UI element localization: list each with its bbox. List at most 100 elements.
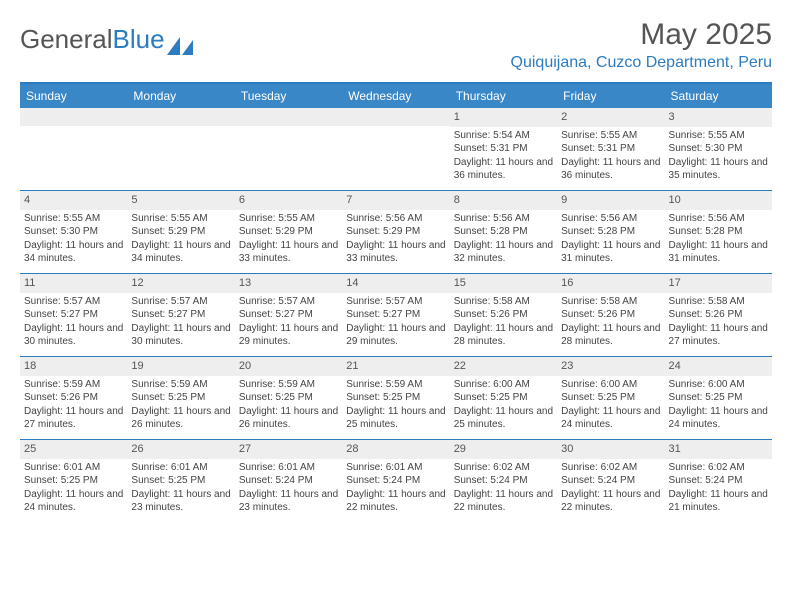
sunrise-text: Sunrise: 5:58 AM: [454, 295, 553, 309]
week-row: 4Sunrise: 5:55 AMSunset: 5:30 PMDaylight…: [20, 190, 772, 273]
day-details: Sunrise: 5:57 AMSunset: 5:27 PMDaylight:…: [235, 293, 342, 353]
day-number: [127, 108, 234, 126]
day-cell: 16Sunrise: 5:58 AMSunset: 5:26 PMDayligh…: [557, 274, 664, 356]
day-cell: 22Sunrise: 6:00 AMSunset: 5:25 PMDayligh…: [450, 357, 557, 439]
daylight-text: Daylight: 11 hours and 24 minutes.: [561, 405, 660, 432]
day-number: 3: [665, 108, 772, 127]
day-number: 19: [127, 357, 234, 376]
day-cell: 20Sunrise: 5:59 AMSunset: 5:25 PMDayligh…: [235, 357, 342, 439]
sunset-text: Sunset: 5:24 PM: [669, 474, 768, 488]
day-cell: 3Sunrise: 5:55 AMSunset: 5:30 PMDaylight…: [665, 108, 772, 190]
sunrise-text: Sunrise: 5:55 AM: [669, 129, 768, 143]
sunset-text: Sunset: 5:26 PM: [24, 391, 123, 405]
day-details: Sunrise: 5:59 AMSunset: 5:25 PMDaylight:…: [127, 376, 234, 436]
day-cell: 10Sunrise: 5:56 AMSunset: 5:28 PMDayligh…: [665, 191, 772, 273]
day-details: Sunrise: 6:00 AMSunset: 5:25 PMDaylight:…: [450, 376, 557, 436]
sunrise-text: Sunrise: 5:55 AM: [561, 129, 660, 143]
day-number: 29: [450, 440, 557, 459]
sunset-text: Sunset: 5:26 PM: [561, 308, 660, 322]
day-details: Sunrise: 5:59 AMSunset: 5:25 PMDaylight:…: [342, 376, 449, 436]
day-cell: 8Sunrise: 5:56 AMSunset: 5:28 PMDaylight…: [450, 191, 557, 273]
day-details: Sunrise: 5:55 AMSunset: 5:31 PMDaylight:…: [557, 127, 664, 187]
sunset-text: Sunset: 5:27 PM: [24, 308, 123, 322]
day-cell: 2Sunrise: 5:55 AMSunset: 5:31 PMDaylight…: [557, 108, 664, 190]
sunset-text: Sunset: 5:31 PM: [454, 142, 553, 156]
day-number: 9: [557, 191, 664, 210]
day-header: Wednesday: [342, 84, 449, 108]
page-header: GeneralBlue May 2025 Quiquijana, Cuzco D…: [20, 18, 772, 78]
day-number: 2: [557, 108, 664, 127]
sunrise-text: Sunrise: 6:00 AM: [669, 378, 768, 392]
daylight-text: Daylight: 11 hours and 35 minutes.: [669, 156, 768, 183]
daylight-text: Daylight: 11 hours and 31 minutes.: [561, 239, 660, 266]
day-details: Sunrise: 5:56 AMSunset: 5:28 PMDaylight:…: [665, 210, 772, 270]
day-cell: 18Sunrise: 5:59 AMSunset: 5:26 PMDayligh…: [20, 357, 127, 439]
day-header-row: SundayMondayTuesdayWednesdayThursdayFrid…: [20, 84, 772, 108]
day-details: Sunrise: 5:55 AMSunset: 5:30 PMDaylight:…: [20, 210, 127, 270]
sunrise-text: Sunrise: 5:56 AM: [561, 212, 660, 226]
daylight-text: Daylight: 11 hours and 30 minutes.: [24, 322, 123, 349]
day-header: Sunday: [20, 84, 127, 108]
sunrise-text: Sunrise: 5:56 AM: [454, 212, 553, 226]
sunset-text: Sunset: 5:25 PM: [346, 391, 445, 405]
sunrise-text: Sunrise: 5:57 AM: [239, 295, 338, 309]
sunrise-text: Sunrise: 6:02 AM: [454, 461, 553, 475]
day-cell: 24Sunrise: 6:00 AMSunset: 5:25 PMDayligh…: [665, 357, 772, 439]
day-cell: 7Sunrise: 5:56 AMSunset: 5:29 PMDaylight…: [342, 191, 449, 273]
day-details: Sunrise: 6:00 AMSunset: 5:25 PMDaylight:…: [665, 376, 772, 436]
day-details: Sunrise: 5:57 AMSunset: 5:27 PMDaylight:…: [20, 293, 127, 353]
day-number: 18: [20, 357, 127, 376]
day-number: [235, 108, 342, 126]
day-number: 28: [342, 440, 449, 459]
daylight-text: Daylight: 11 hours and 22 minutes.: [346, 488, 445, 515]
day-details: Sunrise: 5:58 AMSunset: 5:26 PMDaylight:…: [450, 293, 557, 353]
sunset-text: Sunset: 5:29 PM: [131, 225, 230, 239]
daylight-text: Daylight: 11 hours and 26 minutes.: [239, 405, 338, 432]
sunrise-text: Sunrise: 5:59 AM: [346, 378, 445, 392]
logo-text-gray: General: [20, 24, 113, 55]
daylight-text: Daylight: 11 hours and 22 minutes.: [561, 488, 660, 515]
day-details: Sunrise: 6:01 AMSunset: 5:24 PMDaylight:…: [342, 459, 449, 519]
day-number: 1: [450, 108, 557, 127]
sunrise-text: Sunrise: 5:57 AM: [346, 295, 445, 309]
day-details: Sunrise: 5:56 AMSunset: 5:29 PMDaylight:…: [342, 210, 449, 270]
day-number: 25: [20, 440, 127, 459]
sunrise-text: Sunrise: 5:56 AM: [669, 212, 768, 226]
day-cell: 13Sunrise: 5:57 AMSunset: 5:27 PMDayligh…: [235, 274, 342, 356]
day-details: Sunrise: 6:02 AMSunset: 5:24 PMDaylight:…: [450, 459, 557, 519]
day-number: 7: [342, 191, 449, 210]
daylight-text: Daylight: 11 hours and 36 minutes.: [454, 156, 553, 183]
daylight-text: Daylight: 11 hours and 25 minutes.: [346, 405, 445, 432]
sunset-text: Sunset: 5:25 PM: [239, 391, 338, 405]
day-header: Friday: [557, 84, 664, 108]
header-right: May 2025 Quiquijana, Cuzco Department, P…: [511, 18, 772, 78]
day-number: 10: [665, 191, 772, 210]
day-details: Sunrise: 6:02 AMSunset: 5:24 PMDaylight:…: [665, 459, 772, 519]
daylight-text: Daylight: 11 hours and 22 minutes.: [454, 488, 553, 515]
sunrise-text: Sunrise: 6:00 AM: [454, 378, 553, 392]
daylight-text: Daylight: 11 hours and 24 minutes.: [669, 405, 768, 432]
logo-text-blue: Blue: [113, 24, 165, 55]
sunrise-text: Sunrise: 6:01 AM: [346, 461, 445, 475]
day-details: Sunrise: 5:55 AMSunset: 5:30 PMDaylight:…: [665, 127, 772, 187]
day-details: Sunrise: 5:55 AMSunset: 5:29 PMDaylight:…: [127, 210, 234, 270]
sunset-text: Sunset: 5:25 PM: [24, 474, 123, 488]
sunrise-text: Sunrise: 5:58 AM: [669, 295, 768, 309]
day-number: 26: [127, 440, 234, 459]
sunset-text: Sunset: 5:25 PM: [131, 474, 230, 488]
sunrise-text: Sunrise: 6:01 AM: [131, 461, 230, 475]
sunset-text: Sunset: 5:26 PM: [669, 308, 768, 322]
day-number: [342, 108, 449, 126]
logo: GeneralBlue: [20, 18, 193, 55]
sunrise-text: Sunrise: 6:01 AM: [24, 461, 123, 475]
day-header: Saturday: [665, 84, 772, 108]
sunrise-text: Sunrise: 5:54 AM: [454, 129, 553, 143]
sunset-text: Sunset: 5:24 PM: [561, 474, 660, 488]
sunrise-text: Sunrise: 5:59 AM: [131, 378, 230, 392]
sunset-text: Sunset: 5:27 PM: [239, 308, 338, 322]
day-details: Sunrise: 6:01 AMSunset: 5:25 PMDaylight:…: [127, 459, 234, 519]
sunrise-text: Sunrise: 6:02 AM: [669, 461, 768, 475]
day-number: 8: [450, 191, 557, 210]
daylight-text: Daylight: 11 hours and 25 minutes.: [454, 405, 553, 432]
day-number: 15: [450, 274, 557, 293]
